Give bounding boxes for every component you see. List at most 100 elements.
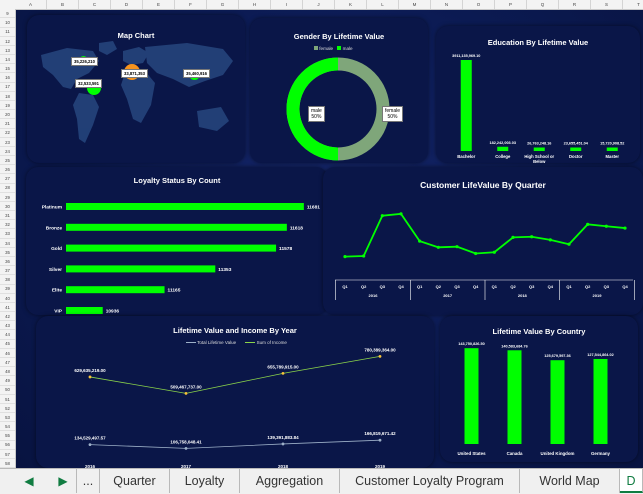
row-header-41[interactable]: 41 bbox=[0, 303, 15, 313]
row-header-33[interactable]: 33 bbox=[0, 229, 15, 239]
row-header-45[interactable]: 45 bbox=[0, 339, 15, 349]
row-header-27[interactable]: 27 bbox=[0, 174, 15, 184]
quarter-point-15 bbox=[623, 226, 627, 230]
column-header-L[interactable]: L bbox=[367, 0, 399, 9]
row-header-25[interactable]: 25 bbox=[0, 156, 15, 166]
column-header-P[interactable]: P bbox=[495, 0, 527, 9]
row-header-34[interactable]: 34 bbox=[0, 239, 15, 248]
column-header-F[interactable]: F bbox=[175, 0, 207, 9]
male-pct: 50% bbox=[311, 114, 322, 120]
row-header-50[interactable]: 50 bbox=[0, 385, 15, 395]
row-header-24[interactable]: 24 bbox=[0, 147, 15, 157]
column-header-G[interactable]: G bbox=[207, 0, 239, 9]
column-header-S[interactable]: S bbox=[591, 0, 623, 9]
tab-dashboard[interactable]: D bbox=[620, 469, 643, 493]
quarter-panel[interactable]: Customer LifeValue By Quarter Q1 Q2 Q3 Q4 Q1… bbox=[323, 167, 643, 315]
row-header-53[interactable]: 53 bbox=[0, 413, 15, 423]
row-header-29[interactable]: 29 bbox=[0, 193, 15, 202]
column-header-Q[interactable]: Q bbox=[527, 0, 559, 9]
row-header-15[interactable]: 15 bbox=[0, 64, 15, 74]
row-header-30[interactable]: 30 bbox=[0, 202, 15, 212]
row-header-10[interactable]: 10 bbox=[0, 18, 15, 28]
row-header-37[interactable]: 37 bbox=[0, 266, 15, 276]
column-header-C[interactable]: C bbox=[79, 0, 111, 9]
row-header-44[interactable]: 44 bbox=[0, 330, 15, 340]
year-series-0-label-1: 106,758,048.41 bbox=[170, 439, 202, 444]
year-series-1-label-3: 780,389,364.00 bbox=[364, 347, 396, 352]
tab-world-map[interactable]: World Map bbox=[520, 469, 620, 493]
row-header-9[interactable]: 9 bbox=[0, 9, 15, 19]
row-header-48[interactable]: 48 bbox=[0, 367, 15, 377]
country-panel[interactable]: Lifetime Value By Country 143,750,826.50… bbox=[440, 316, 638, 462]
row-header-35[interactable]: 35 bbox=[0, 248, 15, 258]
column-header-I[interactable]: I bbox=[271, 0, 303, 9]
loyalty-panel[interactable]: Loyalty Status By Count Platinum 11681 Bro… bbox=[26, 167, 328, 315]
column-header-N[interactable]: N bbox=[431, 0, 463, 9]
education-bar-0 bbox=[460, 60, 472, 151]
loyalty-category-2: Gold bbox=[51, 246, 62, 252]
row-header-26[interactable]: 26 bbox=[0, 165, 15, 175]
row-header-49[interactable]: 49 bbox=[0, 376, 15, 386]
row-header-56[interactable]: 56 bbox=[0, 440, 15, 450]
quarter-point-7 bbox=[474, 251, 478, 256]
tab-loyalty[interactable]: Loyalty bbox=[170, 469, 240, 493]
row-header-51[interactable]: 51 bbox=[0, 395, 15, 404]
row-header-38[interactable]: 38 bbox=[0, 275, 15, 285]
row-header-11[interactable]: 11 bbox=[0, 27, 15, 37]
row-header-22[interactable]: 22 bbox=[0, 128, 15, 138]
row-header-18[interactable]: 18 bbox=[0, 92, 15, 101]
column-header-J[interactable]: J bbox=[303, 0, 335, 9]
row-header-19[interactable]: 19 bbox=[0, 101, 15, 111]
row-header-54[interactable]: 54 bbox=[0, 422, 15, 432]
row-header-23[interactable]: 23 bbox=[0, 138, 15, 147]
education-panel[interactable]: Education By Lifetime Value 3911,135,969… bbox=[436, 26, 640, 163]
row-header-32[interactable]: 32 bbox=[0, 220, 15, 230]
country-category-3: Germany bbox=[591, 451, 611, 456]
row-header-36[interactable]: 36 bbox=[0, 257, 15, 267]
row-header-21[interactable]: 21 bbox=[0, 119, 15, 129]
column-header-T[interactable]: T bbox=[623, 0, 643, 9]
column-header-O[interactable]: O bbox=[463, 0, 495, 9]
column-header-M[interactable]: M bbox=[399, 0, 431, 9]
row-header-16[interactable]: 16 bbox=[0, 73, 15, 83]
quarter-line-chart: Q1 Q2 Q3 Q4 Q1 Q2 Q3 Q4 Q1 Q2 Q3 Q4 Q1 Q2 Q3 Q4 2016 2017… bbox=[335, 212, 635, 300]
row-header-57[interactable]: 57 bbox=[0, 450, 15, 459]
row-header-31[interactable]: 31 bbox=[0, 211, 15, 221]
row-header-42[interactable]: 42 bbox=[0, 312, 15, 322]
row-header-40[interactable]: 40 bbox=[0, 294, 15, 303]
row-header-39[interactable]: 39 bbox=[0, 284, 15, 294]
education-bar-chart: 3911,135,969.10 Bachelor 182,242,003.03 Col… bbox=[452, 54, 624, 163]
row-header-47[interactable]: 47 bbox=[0, 358, 15, 368]
scroll-right-icon[interactable]: ▶ bbox=[58, 474, 68, 488]
tab-aggregation[interactable]: Aggregation bbox=[240, 469, 340, 493]
column-header-D[interactable]: D bbox=[111, 0, 143, 9]
quarter-point-5 bbox=[436, 245, 440, 249]
row-header-13[interactable]: 13 bbox=[0, 46, 15, 56]
quarter-point-14 bbox=[604, 224, 608, 228]
row-header-17[interactable]: 17 bbox=[0, 82, 15, 92]
map-chart-panel[interactable]: Map Chart 35,226,210 32,533,591 33,871,3… bbox=[27, 15, 245, 163]
row-header-28[interactable]: 28 bbox=[0, 183, 15, 193]
country-bar-0 bbox=[464, 348, 479, 444]
year-panel[interactable]: Lifetime Value and Income By Year Total … bbox=[36, 316, 434, 468]
row-header-43[interactable]: 43 bbox=[0, 321, 15, 331]
row-header-46[interactable]: 46 bbox=[0, 349, 15, 358]
gender-panel[interactable]: Gender By Lifetime Value female male mal… bbox=[250, 18, 428, 163]
row-header-12[interactable]: 12 bbox=[0, 37, 15, 46]
column-header-K[interactable]: K bbox=[335, 0, 367, 9]
education-category-2: High School or bbox=[524, 154, 554, 159]
column-header-H[interactable]: H bbox=[239, 0, 271, 9]
row-header-55[interactable]: 55 bbox=[0, 431, 15, 441]
row-header-20[interactable]: 20 bbox=[0, 110, 15, 120]
column-header-E[interactable]: E bbox=[143, 0, 175, 9]
column-header-B[interactable]: B bbox=[47, 0, 79, 9]
scroll-left-icon[interactable]: ◀ bbox=[24, 474, 34, 488]
tab-customer-loyalty-program[interactable]: Customer Loyalty Program bbox=[340, 469, 520, 493]
row-header-58[interactable]: 58 bbox=[0, 459, 15, 468]
row-header-14[interactable]: 14 bbox=[0, 55, 15, 65]
tab-ellipsis[interactable]: ... bbox=[76, 469, 100, 493]
column-header-A[interactable]: A bbox=[15, 0, 47, 9]
row-header-52[interactable]: 52 bbox=[0, 404, 15, 414]
tab-quarter[interactable]: Quarter bbox=[100, 469, 170, 493]
column-header-R[interactable]: R bbox=[559, 0, 591, 9]
